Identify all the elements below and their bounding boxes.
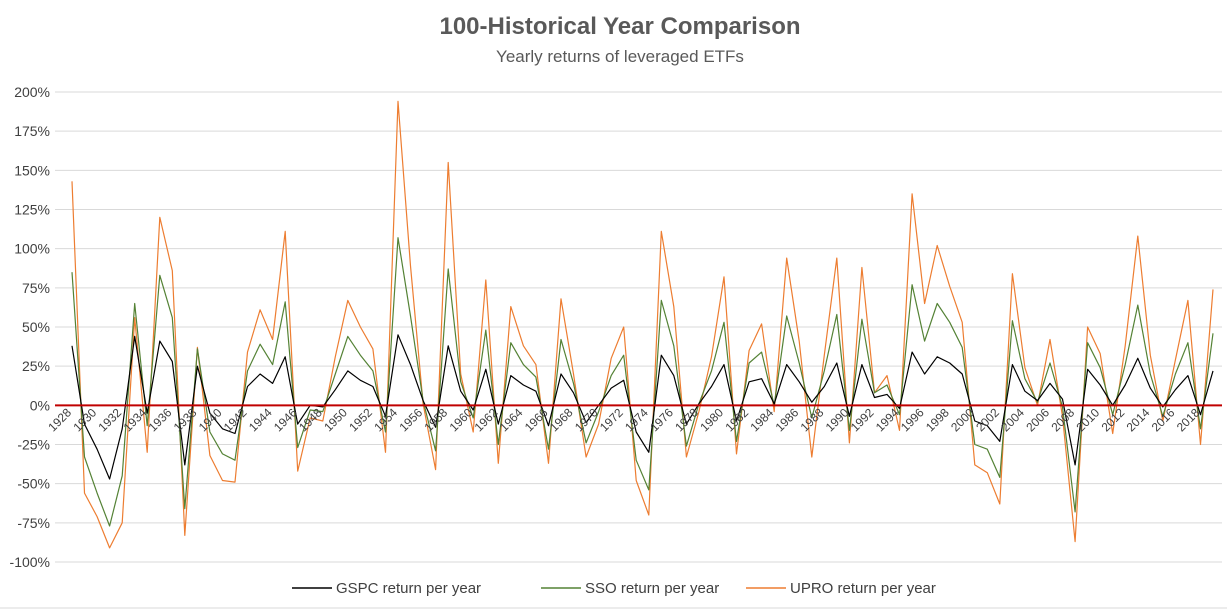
y-tick-label: -25% <box>17 437 50 453</box>
y-axis: 200% 175% 150% 125% 100% 75% 50% 25% 0% -25% -50% -… <box>10 84 50 570</box>
x-tick-label: 1940 <box>196 405 225 434</box>
y-tick-label: 175% <box>14 123 50 139</box>
x-tick-label: 1960 <box>447 405 476 434</box>
series-line <box>71 334 1214 480</box>
x-axis: 1928193019321934193619381940194219441946… <box>45 405 1202 434</box>
legend: GSPC return per year SSO return per year U… <box>292 580 936 597</box>
x-tick-label: 2002 <box>973 405 1002 434</box>
y-tick-label: 125% <box>14 202 50 218</box>
x-tick-label: 2004 <box>998 405 1027 434</box>
chart-title: 100-Historical Year Comparison <box>439 13 800 40</box>
x-tick-label: 2008 <box>1048 405 1077 434</box>
y-tick-label: 100% <box>14 241 50 257</box>
x-tick-label: 1968 <box>547 405 576 434</box>
x-tick-label: 1998 <box>923 405 952 434</box>
legend-label: GSPC return per year <box>336 580 481 597</box>
series-line <box>71 237 1214 527</box>
x-tick-label: 1986 <box>773 405 802 434</box>
x-tick-label: 2014 <box>1124 405 1153 434</box>
series-line <box>71 100 1214 549</box>
x-tick-label: 2006 <box>1023 405 1052 434</box>
y-tick-label: 50% <box>22 319 50 335</box>
chart-subtitle: Yearly returns of leveraged ETFs <box>496 47 744 66</box>
gridlines <box>55 91 1222 563</box>
x-tick-label: 1930 <box>70 405 99 434</box>
x-tick-label: 1938 <box>171 405 200 434</box>
plot-series <box>71 100 1214 549</box>
x-tick-label: 1948 <box>296 405 325 434</box>
y-tick-label: 25% <box>22 358 50 374</box>
x-tick-label: 1944 <box>246 405 275 434</box>
x-tick-label: 1956 <box>396 405 425 434</box>
y-tick-label: 200% <box>14 84 50 100</box>
y-tick-label: -100% <box>10 554 50 570</box>
x-tick-label: 1980 <box>697 405 726 434</box>
x-tick-label: 1932 <box>96 405 125 434</box>
x-tick-label: 1952 <box>346 405 375 434</box>
x-tick-label: 1984 <box>748 405 777 434</box>
x-tick-label: 1964 <box>497 405 526 434</box>
x-tick-label: 1976 <box>647 405 676 434</box>
y-tick-label: -75% <box>17 515 50 531</box>
x-tick-label: 2010 <box>1074 405 1103 434</box>
x-tick-label: 2016 <box>1149 405 1178 434</box>
x-tick-label: 1974 <box>622 405 651 434</box>
x-tick-label: 1988 <box>798 405 827 434</box>
y-tick-label: -50% <box>17 476 50 492</box>
legend-label: UPRO return per year <box>790 580 936 597</box>
x-tick-label: 1982 <box>722 405 751 434</box>
legend-label: SSO return per year <box>585 580 719 597</box>
x-tick-label: 1996 <box>898 405 927 434</box>
y-tick-label: 75% <box>22 280 50 296</box>
y-tick-label: 0% <box>30 397 50 413</box>
y-tick-label: 150% <box>14 162 50 178</box>
